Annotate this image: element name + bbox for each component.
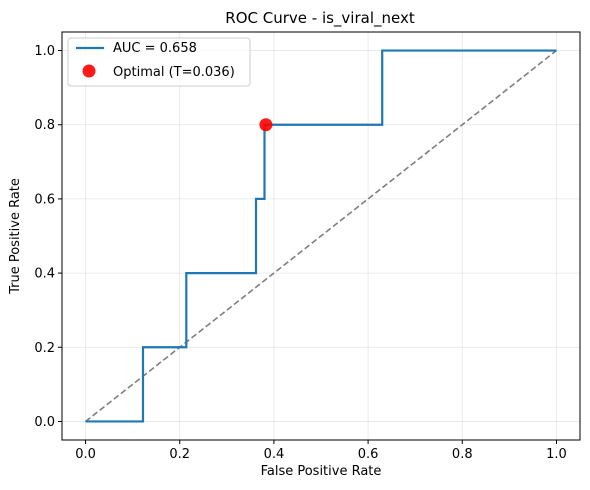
y-tick-label: 0.0 <box>34 415 55 430</box>
x-tick-label: 0.0 <box>75 447 96 462</box>
legend: AUC = 0.658 Optimal (T=0.036) <box>68 38 250 86</box>
y-tick-label: 1.0 <box>34 44 55 59</box>
legend-marker-swatch <box>83 65 96 78</box>
y-tick-label: 0.6 <box>34 192 55 207</box>
x-tick-label: 1.0 <box>546 447 567 462</box>
x-tick-label: 0.8 <box>452 447 473 462</box>
chart-title: ROC Curve - is_viral_next <box>225 9 415 28</box>
y-axis-label: True Positive Rate <box>8 178 23 295</box>
y-tick-label: 0.2 <box>34 341 55 356</box>
x-tick-label: 0.4 <box>264 447 285 462</box>
plot-area <box>86 51 557 422</box>
y-tick-label: 0.8 <box>34 118 55 133</box>
y-tick-label: 0.4 <box>34 267 55 282</box>
legend-label-optimal: Optimal (T=0.036) <box>113 65 235 80</box>
x-axis-label: False Positive Rate <box>261 464 382 479</box>
legend-label-auc: AUC = 0.658 <box>113 41 197 56</box>
x-tick-label: 0.2 <box>169 447 190 462</box>
diagonal-reference-line <box>86 51 557 422</box>
optimal-threshold-point <box>259 118 272 131</box>
x-tick-label: 0.6 <box>358 447 379 462</box>
